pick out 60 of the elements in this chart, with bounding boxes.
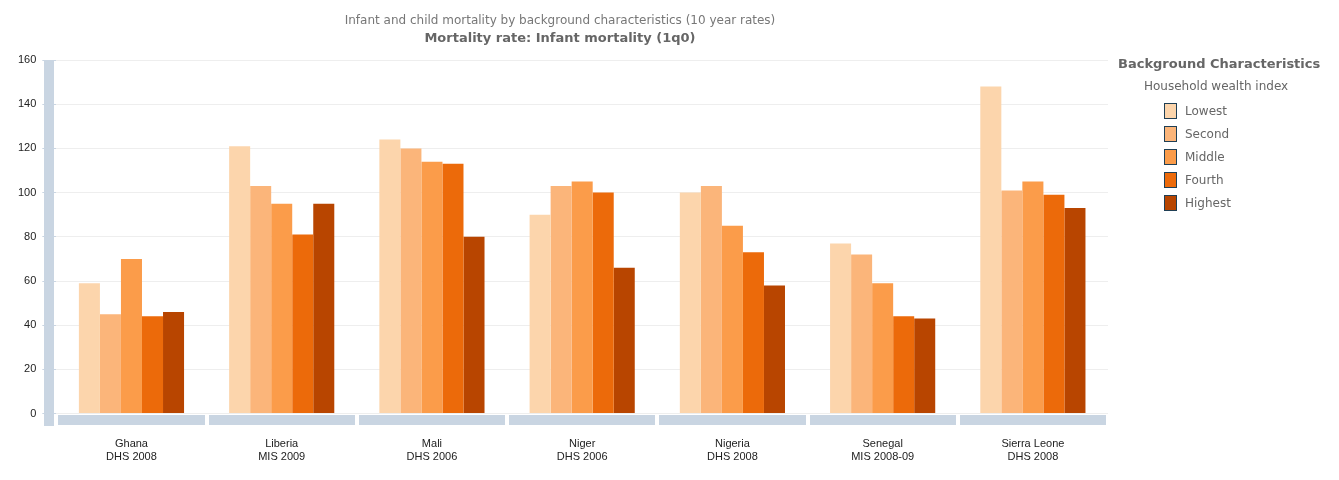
bar — [1064, 208, 1086, 414]
bar — [571, 181, 593, 414]
bar — [120, 258, 142, 414]
x-tick-label: Niger DHS 2006 — [556, 437, 608, 463]
bar — [851, 254, 873, 414]
bar — [250, 185, 272, 414]
bar — [592, 192, 614, 414]
bar — [742, 252, 764, 414]
text: Household wealth index — [1144, 79, 1290, 93]
y-tick-label: 80 — [24, 229, 37, 242]
bar — [1043, 194, 1065, 414]
bar — [78, 283, 100, 414]
bar — [721, 225, 743, 414]
x-tick-label: Senegal MIS 2008-09 — [851, 437, 915, 463]
bar — [830, 243, 852, 414]
bar — [463, 236, 485, 414]
bar — [229, 146, 251, 414]
bar — [141, 316, 164, 414]
bar — [679, 192, 701, 414]
x-tick-label: Mali DHS 2006 — [406, 437, 458, 463]
y-tick-label: 60 — [24, 274, 37, 287]
bar — [763, 285, 785, 414]
bar — [379, 139, 401, 414]
x-tick-label: Liberia MIS 2009 — [258, 437, 306, 463]
x-tick-label: Nigeria DHS 2008 — [707, 437, 758, 463]
bar — [980, 86, 1002, 414]
bar — [99, 314, 121, 414]
y-tick-label: 20 — [24, 362, 37, 375]
chart-subtitle: Mortality rate: Infant mortality (1q0) — [424, 29, 696, 45]
bar — [292, 234, 314, 414]
bar — [1001, 190, 1023, 414]
legend-label: Fourth — [1185, 172, 1224, 187]
bar — [313, 203, 335, 414]
legend-title: Background Characteristics — [1118, 56, 1322, 71]
bar — [400, 148, 422, 414]
bar — [893, 316, 915, 414]
bar — [163, 311, 185, 414]
y-tick-label: 120 — [17, 141, 37, 154]
x-tick-label: Sierra Leone DHS 2008 — [1001, 437, 1065, 463]
legend-label: Lowest — [1185, 103, 1227, 118]
bar — [442, 163, 464, 414]
bar — [872, 283, 894, 414]
bar — [271, 203, 293, 414]
bar — [421, 161, 443, 414]
bar — [914, 318, 936, 414]
bar — [529, 214, 551, 414]
y-tick-label: 40 — [24, 318, 37, 331]
y-tick-label: 0 — [30, 406, 37, 419]
legend-label: Middle — [1185, 149, 1225, 164]
legend-label: Highest — [1185, 195, 1231, 210]
x-tick-label: Ghana DHS 2008 — [106, 437, 157, 463]
legend-label: Second — [1185, 126, 1230, 141]
bar — [550, 185, 572, 414]
y-tick-label: 140 — [17, 97, 37, 110]
y-tick-label: 160 — [17, 53, 37, 66]
chart-title: Infant and child mortality by background characteristics (10 year rates) — [344, 13, 776, 28]
bar — [1022, 181, 1044, 414]
bar — [700, 185, 722, 414]
bar — [613, 267, 635, 414]
y-tick-label: 100 — [17, 185, 37, 198]
